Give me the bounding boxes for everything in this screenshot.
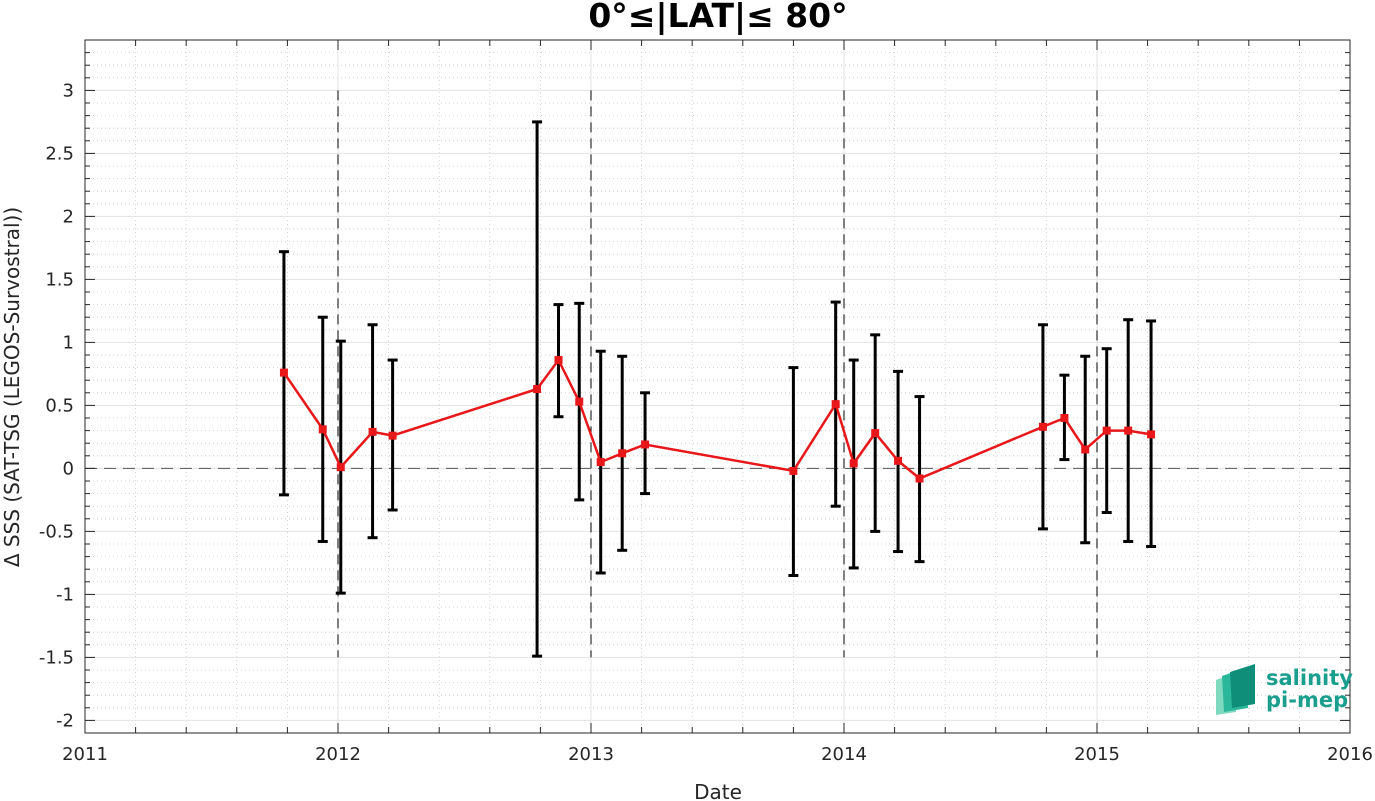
x-tick-labels: 2011 2012 2013 2014 2015 2016 xyxy=(62,744,1373,765)
y-tick-labels: -2 -1.5 -1 -0.5 0 0.5 1 1.5 2 2.5 3 xyxy=(39,80,74,731)
y-tick-label: 3 xyxy=(63,80,74,101)
data-marker xyxy=(1081,445,1090,454)
x-tick-label: 2012 xyxy=(315,744,361,765)
data-marker xyxy=(1060,414,1069,422)
salinity-pi-mep-logo: salinity pi-mep xyxy=(1216,664,1353,715)
y-tick-label: 0 xyxy=(63,458,74,479)
x-axis-label: Date xyxy=(694,780,742,801)
x-tick-label: 2013 xyxy=(568,744,614,765)
y-tick-label: -0.5 xyxy=(39,521,74,542)
data-marker xyxy=(388,431,397,440)
data-marker xyxy=(1124,426,1133,435)
wave-logo-icon xyxy=(1216,664,1255,715)
year-boundary-lines xyxy=(337,90,1098,658)
minor-grid xyxy=(85,39,1350,734)
data-marker xyxy=(831,400,840,409)
logo-text-pi-mep: pi-mep xyxy=(1266,688,1348,712)
y-tick-label: 0.5 xyxy=(45,395,74,416)
data-marker xyxy=(596,458,605,467)
data-marker xyxy=(279,368,288,377)
chart-title: 0°≤|LAT|≤ 80° xyxy=(588,0,847,35)
data-markers xyxy=(279,356,1156,483)
logo-text-salinity: salinity xyxy=(1266,666,1353,690)
data-marker xyxy=(1038,422,1047,431)
y-tick-label: -2 xyxy=(56,710,74,731)
x-tick-label: 2016 xyxy=(1327,744,1373,765)
data-marker xyxy=(575,397,584,406)
x-tick-label: 2015 xyxy=(1074,744,1120,765)
y-tick-label: 1.5 xyxy=(45,269,74,290)
data-marker xyxy=(894,456,903,465)
axis-ticks xyxy=(84,39,1351,734)
y-tick-label: 1 xyxy=(63,332,74,353)
data-marker xyxy=(849,459,858,468)
x-tick-label: 2011 xyxy=(62,744,108,765)
data-marker xyxy=(871,429,880,438)
x-tick-label: 2014 xyxy=(821,744,867,765)
y-tick-label: 2.5 xyxy=(45,143,74,164)
data-marker xyxy=(789,466,798,475)
data-marker xyxy=(368,427,377,436)
data-marker xyxy=(641,440,650,449)
data-marker xyxy=(1147,430,1156,439)
data-marker xyxy=(554,356,563,365)
y-axis-label: Δ SSS (SAT-TSG (LEGOS-Survostral)) xyxy=(0,207,24,567)
data-marker xyxy=(1102,426,1111,435)
data-marker xyxy=(318,425,327,434)
y-tick-label: -1 xyxy=(56,584,74,605)
y-tick-label: 2 xyxy=(63,206,74,227)
data-marker xyxy=(915,474,924,483)
data-marker xyxy=(336,463,345,472)
y-tick-label: -1.5 xyxy=(39,647,74,668)
plot-frame xyxy=(84,39,1351,734)
data-marker xyxy=(533,385,542,394)
data-marker xyxy=(618,449,627,458)
